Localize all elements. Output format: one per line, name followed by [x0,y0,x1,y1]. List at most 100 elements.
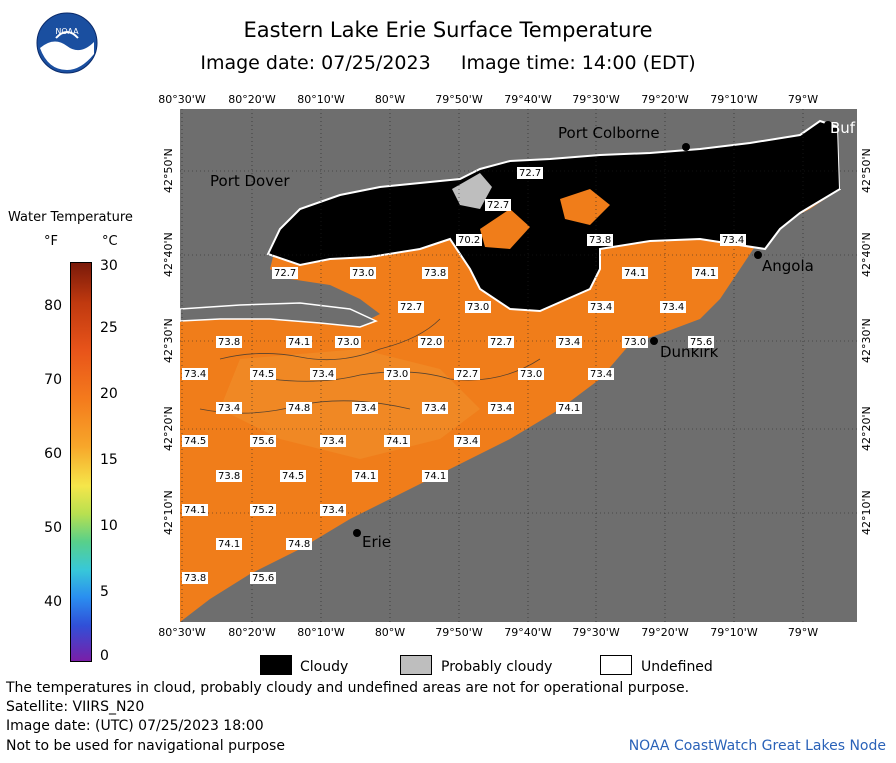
temp-label-box [250,435,276,447]
temp-label-box [310,368,336,380]
lat-label-right: 42°50'N [860,148,873,194]
temp-label-box [517,167,543,179]
temp-label: 74.1 [354,471,376,482]
temp-label-box [488,336,514,348]
lat-label-left: 42°10'N [162,490,175,536]
temp-label: 73.0 [337,337,359,348]
temp-label: 73.4 [218,403,240,414]
lat-label-left: 42°30'N [162,318,175,364]
cloud-area [266,119,842,313]
temp-label: 74.1 [184,505,206,516]
temp-label: 73.8 [218,471,240,482]
probably-cloudy-label: Probably cloudy [441,659,553,675]
lon-label-top: 80°10'W [297,93,345,106]
color-scale-bar [70,262,92,662]
temp-label-box [320,435,346,447]
place-angola: Angola [762,257,814,275]
temp-label: 75.6 [690,337,712,348]
probably-cloudy-swatch [400,655,432,675]
map-title: Eastern Lake Erie Surface Temperature [243,18,653,42]
temp-label: 73.0 [386,369,408,380]
temp-label-box [384,435,410,447]
temp-label: 73.4 [590,302,612,313]
temp-label: 73.4 [722,235,744,246]
temp-label-box [216,538,242,550]
temp-label: 73.8 [424,268,446,279]
temp-label: 72.0 [420,337,442,348]
temp-label-box [518,368,544,380]
temp-label-box [250,504,276,516]
lon-label-top: 79°10'W [710,93,758,106]
temp-label-box [352,470,378,482]
temp-label: 72.7 [490,337,512,348]
temp-label-box [250,368,276,380]
lon-label-top: 79°20'W [641,93,689,106]
undefined-swatch [600,655,632,675]
lon-label-bottom: 80°30'W [158,626,206,639]
temp-label-box [335,336,361,348]
temp-label-box [182,572,208,584]
temp-label-box [272,267,298,279]
unit-celsius: °C [102,234,118,249]
temp-label-box [488,402,514,414]
f-tick: 80 [44,298,62,314]
place-port-colborne: Port Colborne [558,124,660,142]
temp-label: 74.8 [288,403,310,414]
lon-label-top: 80°30'W [158,93,206,106]
lat-label-right: 42°10'N [860,490,873,536]
temp-label: 73.8 [218,337,240,348]
lon-label-top: 79°40'W [504,93,552,106]
temp-label-box [556,402,582,414]
temp-label: 74.1 [288,337,310,348]
temp-label-box [660,301,686,313]
cloudy-label: Cloudy [300,659,349,675]
temp-label: 73.4 [662,302,684,313]
temp-label-box [182,504,208,516]
lon-label-top: 80°20'W [228,93,276,106]
disclaimer-note: The temperatures in cloud, probably clou… [6,680,690,696]
temp-label-box [556,336,582,348]
undefined-label: Undefined [641,659,713,675]
temp-label-box [250,572,276,584]
temp-label: 74.1 [424,471,446,482]
noaa-logo: NOAA [36,12,98,74]
lat-label-right: 42°30'N [860,318,873,364]
lon-label-bottom: 79°20'W [641,626,689,639]
temp-label: 73.0 [520,369,542,380]
temp-label: 72.7 [519,168,541,179]
temp-label-box [588,368,614,380]
unit-fahrenheit: °F [44,234,58,249]
temp-label: 73.4 [184,369,206,380]
temp-label-box [216,470,242,482]
temp-label: 72.7 [487,200,509,211]
temp-label-box [418,336,444,348]
temp-label: 74.1 [218,539,240,550]
lat-label-left: 42°40'N [162,232,175,278]
navigation-disclaimer: Not to be used for navigational purpose [6,738,285,754]
temp-label: 74.1 [386,436,408,447]
temp-label: 70.2 [458,235,480,246]
f-tick: 40 [44,594,62,610]
temp-label-box [320,504,346,516]
f-tick: 70 [44,372,62,388]
temp-label: 72.7 [400,302,422,313]
temp-label-box [456,234,482,246]
lon-label-bottom: 79°30'W [572,626,620,639]
temp-label-box [350,267,376,279]
place-erie: Erie [362,533,391,551]
lat-label-left: 42°20'N [162,406,175,452]
temp-label: 73.4 [590,369,612,380]
temp-label-box [422,470,448,482]
f-tick: 50 [44,520,62,536]
temp-label-box [216,402,242,414]
temp-label-box [216,336,242,348]
temp-label: 73.4 [312,369,334,380]
c-tick: 20 [100,386,118,402]
temp-label: 73.4 [558,337,580,348]
temp-label: 73.4 [322,436,344,447]
c-tick: 0 [100,648,109,664]
temp-label: 73.8 [184,573,206,584]
temp-label: 73.0 [624,337,646,348]
temp-label: 74.5 [282,471,304,482]
c-tick: 5 [100,584,109,600]
